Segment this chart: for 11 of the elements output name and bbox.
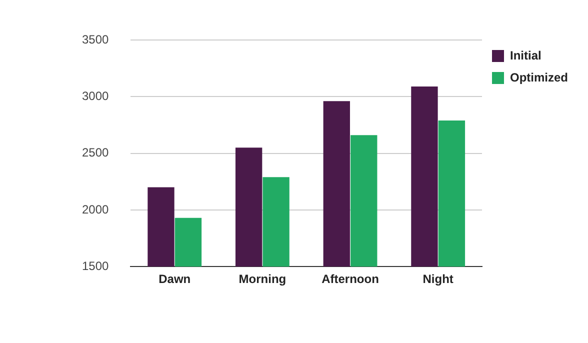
x-tick-label: Dawn (158, 272, 191, 286)
y-tick-label: 1500 (82, 258, 110, 273)
y-tick-label: 3500 (82, 32, 110, 46)
x-tick-label: Night (422, 272, 454, 286)
y-tick-label: 3000 (82, 88, 110, 103)
legend-label: Initial (510, 48, 542, 62)
x-tick-label: Morning (238, 272, 286, 286)
y-tick-label: 2500 (82, 146, 110, 160)
x-tick-label: Afternoon (322, 272, 379, 286)
y-tick-label: 2000 (82, 202, 110, 216)
legend-label: Optimized (510, 70, 568, 84)
